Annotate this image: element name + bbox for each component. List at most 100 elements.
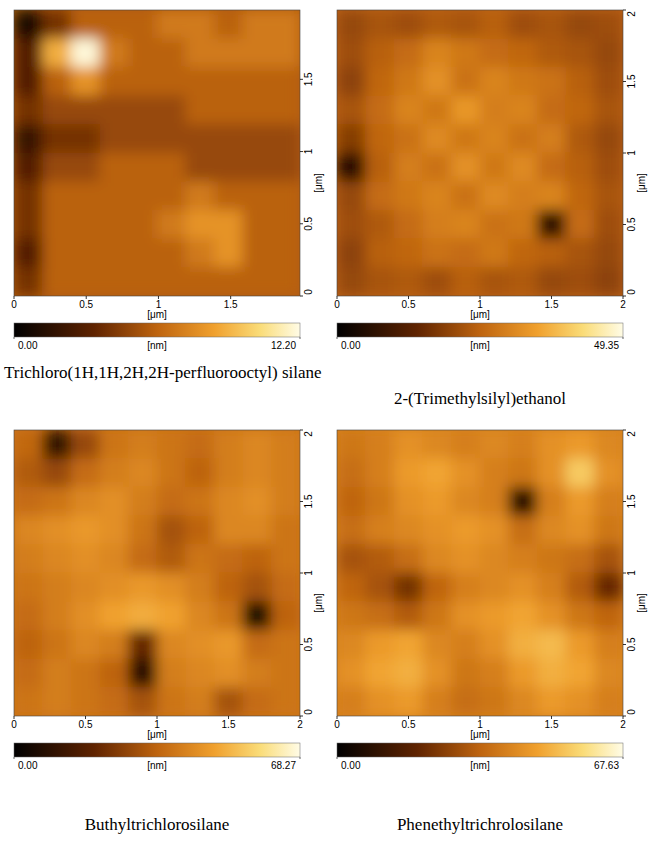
height-cell (14, 67, 43, 96)
height-cell (185, 516, 214, 545)
height-cell (394, 38, 423, 67)
height-cell (566, 239, 595, 268)
height-cell (594, 573, 623, 602)
height-cell (508, 573, 537, 602)
height-cell (214, 601, 243, 630)
height-cell (537, 96, 566, 125)
y-axis-title: [μm] (313, 173, 324, 193)
height-cell (480, 239, 509, 268)
height-cell (14, 10, 43, 39)
x-tick-label: 0 (334, 299, 340, 310)
height-cell (14, 153, 43, 182)
height-cell (566, 430, 595, 459)
height-cell (451, 601, 480, 630)
height-cell (14, 210, 43, 239)
height-cell (594, 267, 623, 296)
height-cell (537, 573, 566, 602)
panel-caption: Trichloro(1H,1H,2H,2H-perfluorooctyl) si… (4, 363, 322, 382)
height-cell (71, 516, 100, 545)
colorbar-tick (14, 337, 15, 339)
height-cell (508, 516, 537, 545)
y-tick-label: 0.5 (626, 217, 637, 231)
height-cell (157, 10, 186, 39)
height-cell (394, 267, 423, 296)
colorbar-tick (623, 757, 624, 759)
height-cell (508, 239, 537, 268)
height-cell (128, 430, 157, 459)
y-tick (623, 10, 626, 11)
height-cell (71, 181, 100, 210)
height-cell (128, 267, 157, 296)
height-cell (451, 687, 480, 716)
colorbar-label: 0.00 (341, 760, 361, 771)
height-cell (128, 687, 157, 716)
x-tick-label: 0 (11, 719, 17, 730)
y-tick-label: 0.5 (303, 637, 314, 651)
colorbar-label: 49.35 (594, 340, 619, 351)
height-cell (365, 659, 394, 688)
height-cell (337, 153, 366, 182)
height-cell (365, 458, 394, 487)
height-cells (337, 430, 623, 716)
height-cell (594, 96, 623, 125)
height-cell (71, 67, 100, 96)
height-cell (100, 181, 129, 210)
colorbar-tick (623, 337, 624, 339)
height-cell (100, 124, 129, 153)
height-cell (537, 601, 566, 630)
height-cell (71, 10, 100, 39)
height-cell (508, 544, 537, 573)
height-cell (157, 267, 186, 296)
height-cell (480, 38, 509, 67)
height-cell (537, 38, 566, 67)
height-cell (594, 430, 623, 459)
height-cell (157, 153, 186, 182)
height-cells (14, 10, 300, 296)
y-tick-label: 1.5 (626, 494, 637, 508)
height-cell (337, 516, 366, 545)
x-tick-label: 1.5 (545, 299, 559, 310)
colorbar-label: 67.63 (594, 760, 619, 771)
height-cell (594, 210, 623, 239)
height-cell (365, 573, 394, 602)
height-cell (566, 38, 595, 67)
height-cell (451, 487, 480, 516)
x-tick-label: 2 (297, 719, 303, 730)
height-cell (243, 267, 272, 296)
height-cell (451, 267, 480, 296)
height-cell (42, 573, 71, 602)
height-cell (451, 430, 480, 459)
height-cell (508, 124, 537, 153)
height-cell (243, 96, 272, 125)
x-tick-label: 0 (11, 299, 17, 310)
height-cell (365, 487, 394, 516)
height-cell (214, 544, 243, 573)
image-frame (14, 10, 300, 296)
y-tick-label: 1 (626, 150, 637, 156)
afm-image (14, 10, 300, 296)
height-cell (423, 267, 452, 296)
height-cell (100, 267, 129, 296)
height-cell (365, 181, 394, 210)
y-tick-label: 1 (626, 570, 637, 576)
colorbar-title: [nm] (470, 340, 490, 351)
y-tick-label: 2 (626, 11, 637, 17)
height-cell (71, 38, 100, 67)
height-cell (566, 458, 595, 487)
y-tick-label: 0 (303, 289, 314, 295)
colorbar-tick (337, 337, 338, 339)
height-cell (42, 687, 71, 716)
height-cell (214, 181, 243, 210)
height-cell (271, 430, 300, 459)
height-cell (128, 573, 157, 602)
height-cell (594, 124, 623, 153)
height-cell (423, 601, 452, 630)
height-cell (451, 10, 480, 39)
height-cell (337, 124, 366, 153)
height-cell (337, 430, 366, 459)
height-cell (394, 601, 423, 630)
x-tick-label: 0.5 (402, 299, 416, 310)
x-tick-label: 0 (334, 719, 340, 730)
height-cell (157, 487, 186, 516)
height-cell (365, 10, 394, 39)
